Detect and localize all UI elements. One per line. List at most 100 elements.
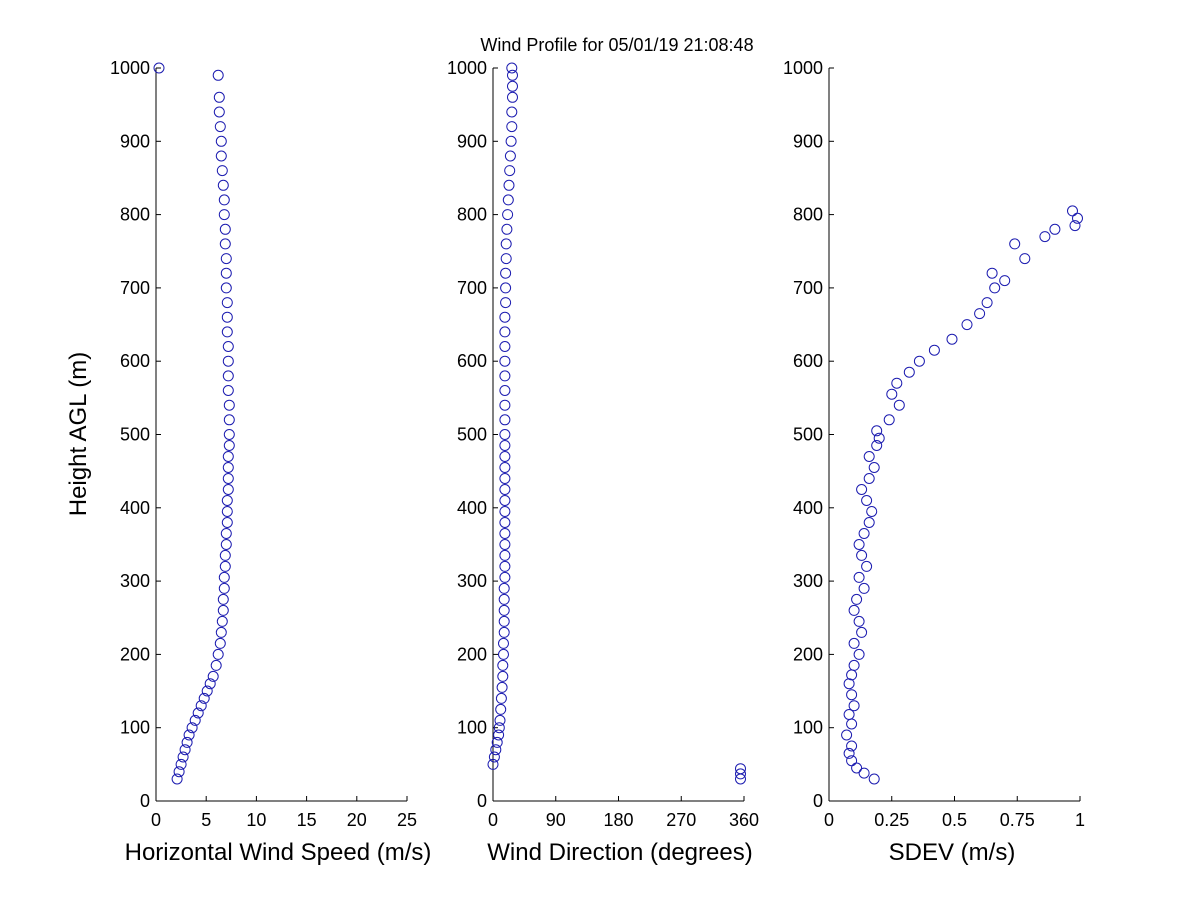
data-point bbox=[913, 355, 925, 367]
data-point bbox=[216, 165, 228, 177]
data-point bbox=[496, 681, 508, 693]
data-point bbox=[499, 549, 511, 561]
data-point bbox=[153, 62, 165, 74]
y-tick-label: 700 bbox=[793, 278, 823, 298]
y-tick-label: 900 bbox=[457, 131, 487, 151]
data-point bbox=[863, 517, 875, 528]
data-point bbox=[499, 429, 511, 440]
data-point bbox=[222, 370, 234, 382]
data-point bbox=[499, 399, 511, 411]
data-point bbox=[499, 370, 511, 382]
data-point bbox=[507, 69, 518, 81]
data-point bbox=[223, 414, 235, 426]
data-point bbox=[999, 275, 1011, 287]
data-point bbox=[207, 670, 219, 682]
data-point bbox=[500, 253, 512, 265]
data-point bbox=[891, 377, 903, 389]
y-tick-label: 400 bbox=[120, 498, 150, 518]
panel-1: 0 100 200 300 400 500 600 700 800 900 1000 0 5 10 15 20… bbox=[110, 58, 431, 866]
data-point bbox=[851, 593, 863, 605]
data-point bbox=[853, 615, 865, 627]
data-point bbox=[222, 385, 234, 396]
x-tick-label: 0 bbox=[151, 810, 161, 830]
y-tick-label: 1000 bbox=[783, 58, 823, 78]
data-point bbox=[498, 615, 510, 627]
data-point bbox=[223, 399, 235, 411]
y-tick-label: 200 bbox=[120, 644, 150, 664]
data-point bbox=[222, 462, 234, 473]
x-axis-label: Wind Direction (degrees) bbox=[487, 839, 752, 866]
figure-title: Wind Profile for 05/01/19 21:08:48 bbox=[480, 35, 753, 55]
y-tick-label: 500 bbox=[457, 425, 487, 445]
data-point bbox=[222, 473, 234, 484]
data-point bbox=[846, 689, 858, 701]
y-tick-label: 1000 bbox=[110, 58, 150, 78]
data-point bbox=[500, 267, 512, 279]
data-point bbox=[171, 773, 183, 785]
y-tick-label: 400 bbox=[793, 498, 823, 518]
data-point bbox=[504, 150, 516, 162]
data-point bbox=[500, 238, 512, 250]
data-point bbox=[499, 355, 511, 367]
data-point bbox=[217, 604, 229, 616]
y-tick-label: 300 bbox=[120, 571, 150, 591]
data-point bbox=[858, 767, 870, 779]
data-point bbox=[198, 692, 210, 704]
data-point bbox=[1019, 253, 1031, 265]
y-tick-label: 0 bbox=[140, 791, 150, 811]
data-point bbox=[499, 484, 511, 495]
data-point bbox=[189, 714, 201, 726]
x-tick-label: 180 bbox=[603, 810, 633, 830]
data-point bbox=[215, 135, 227, 147]
data-point bbox=[499, 473, 511, 484]
data-point bbox=[856, 484, 868, 495]
x-tick-label: 270 bbox=[666, 810, 696, 830]
data-point bbox=[218, 571, 230, 583]
data-point bbox=[986, 267, 998, 279]
y-tick-label: 900 bbox=[793, 131, 823, 151]
data-point bbox=[893, 399, 905, 411]
data-point bbox=[495, 703, 507, 715]
data-point bbox=[223, 429, 235, 440]
data-point bbox=[214, 121, 226, 133]
data-point bbox=[853, 571, 865, 583]
data-point bbox=[506, 62, 518, 74]
data-point bbox=[195, 700, 207, 712]
x-tick-label: 0 bbox=[824, 810, 834, 830]
data-point bbox=[494, 714, 506, 726]
data-point bbox=[502, 194, 514, 206]
y-tick-label: 800 bbox=[793, 205, 823, 225]
height-axis-label: Height AGL (m) bbox=[65, 352, 92, 517]
data-point bbox=[219, 560, 231, 572]
x-tick-label: 20 bbox=[347, 810, 367, 830]
data-point bbox=[851, 762, 863, 774]
data-point bbox=[218, 194, 230, 206]
data-point bbox=[219, 238, 231, 250]
data-point bbox=[221, 297, 233, 309]
data-point bbox=[499, 517, 511, 528]
data-point bbox=[220, 539, 232, 550]
y-tick-label: 200 bbox=[793, 644, 823, 664]
data-point bbox=[173, 766, 185, 778]
data-point bbox=[498, 648, 509, 660]
data-point bbox=[177, 751, 189, 763]
data-point bbox=[853, 648, 865, 660]
data-point bbox=[928, 344, 940, 356]
data-point bbox=[1049, 223, 1061, 235]
data-point bbox=[493, 722, 505, 734]
y-tick-label: 200 bbox=[457, 644, 487, 664]
data-point bbox=[846, 740, 858, 752]
data-point bbox=[871, 425, 883, 437]
data-point bbox=[858, 582, 870, 594]
x-tick-label: 15 bbox=[297, 810, 317, 830]
y-tick-label: 100 bbox=[120, 718, 150, 738]
data-point bbox=[186, 722, 198, 734]
data-point bbox=[961, 319, 973, 331]
data-point bbox=[498, 593, 510, 605]
data-point bbox=[507, 91, 518, 103]
data-point bbox=[735, 768, 746, 780]
data-point bbox=[499, 495, 511, 506]
data-point bbox=[219, 549, 231, 561]
data-point bbox=[848, 700, 860, 712]
